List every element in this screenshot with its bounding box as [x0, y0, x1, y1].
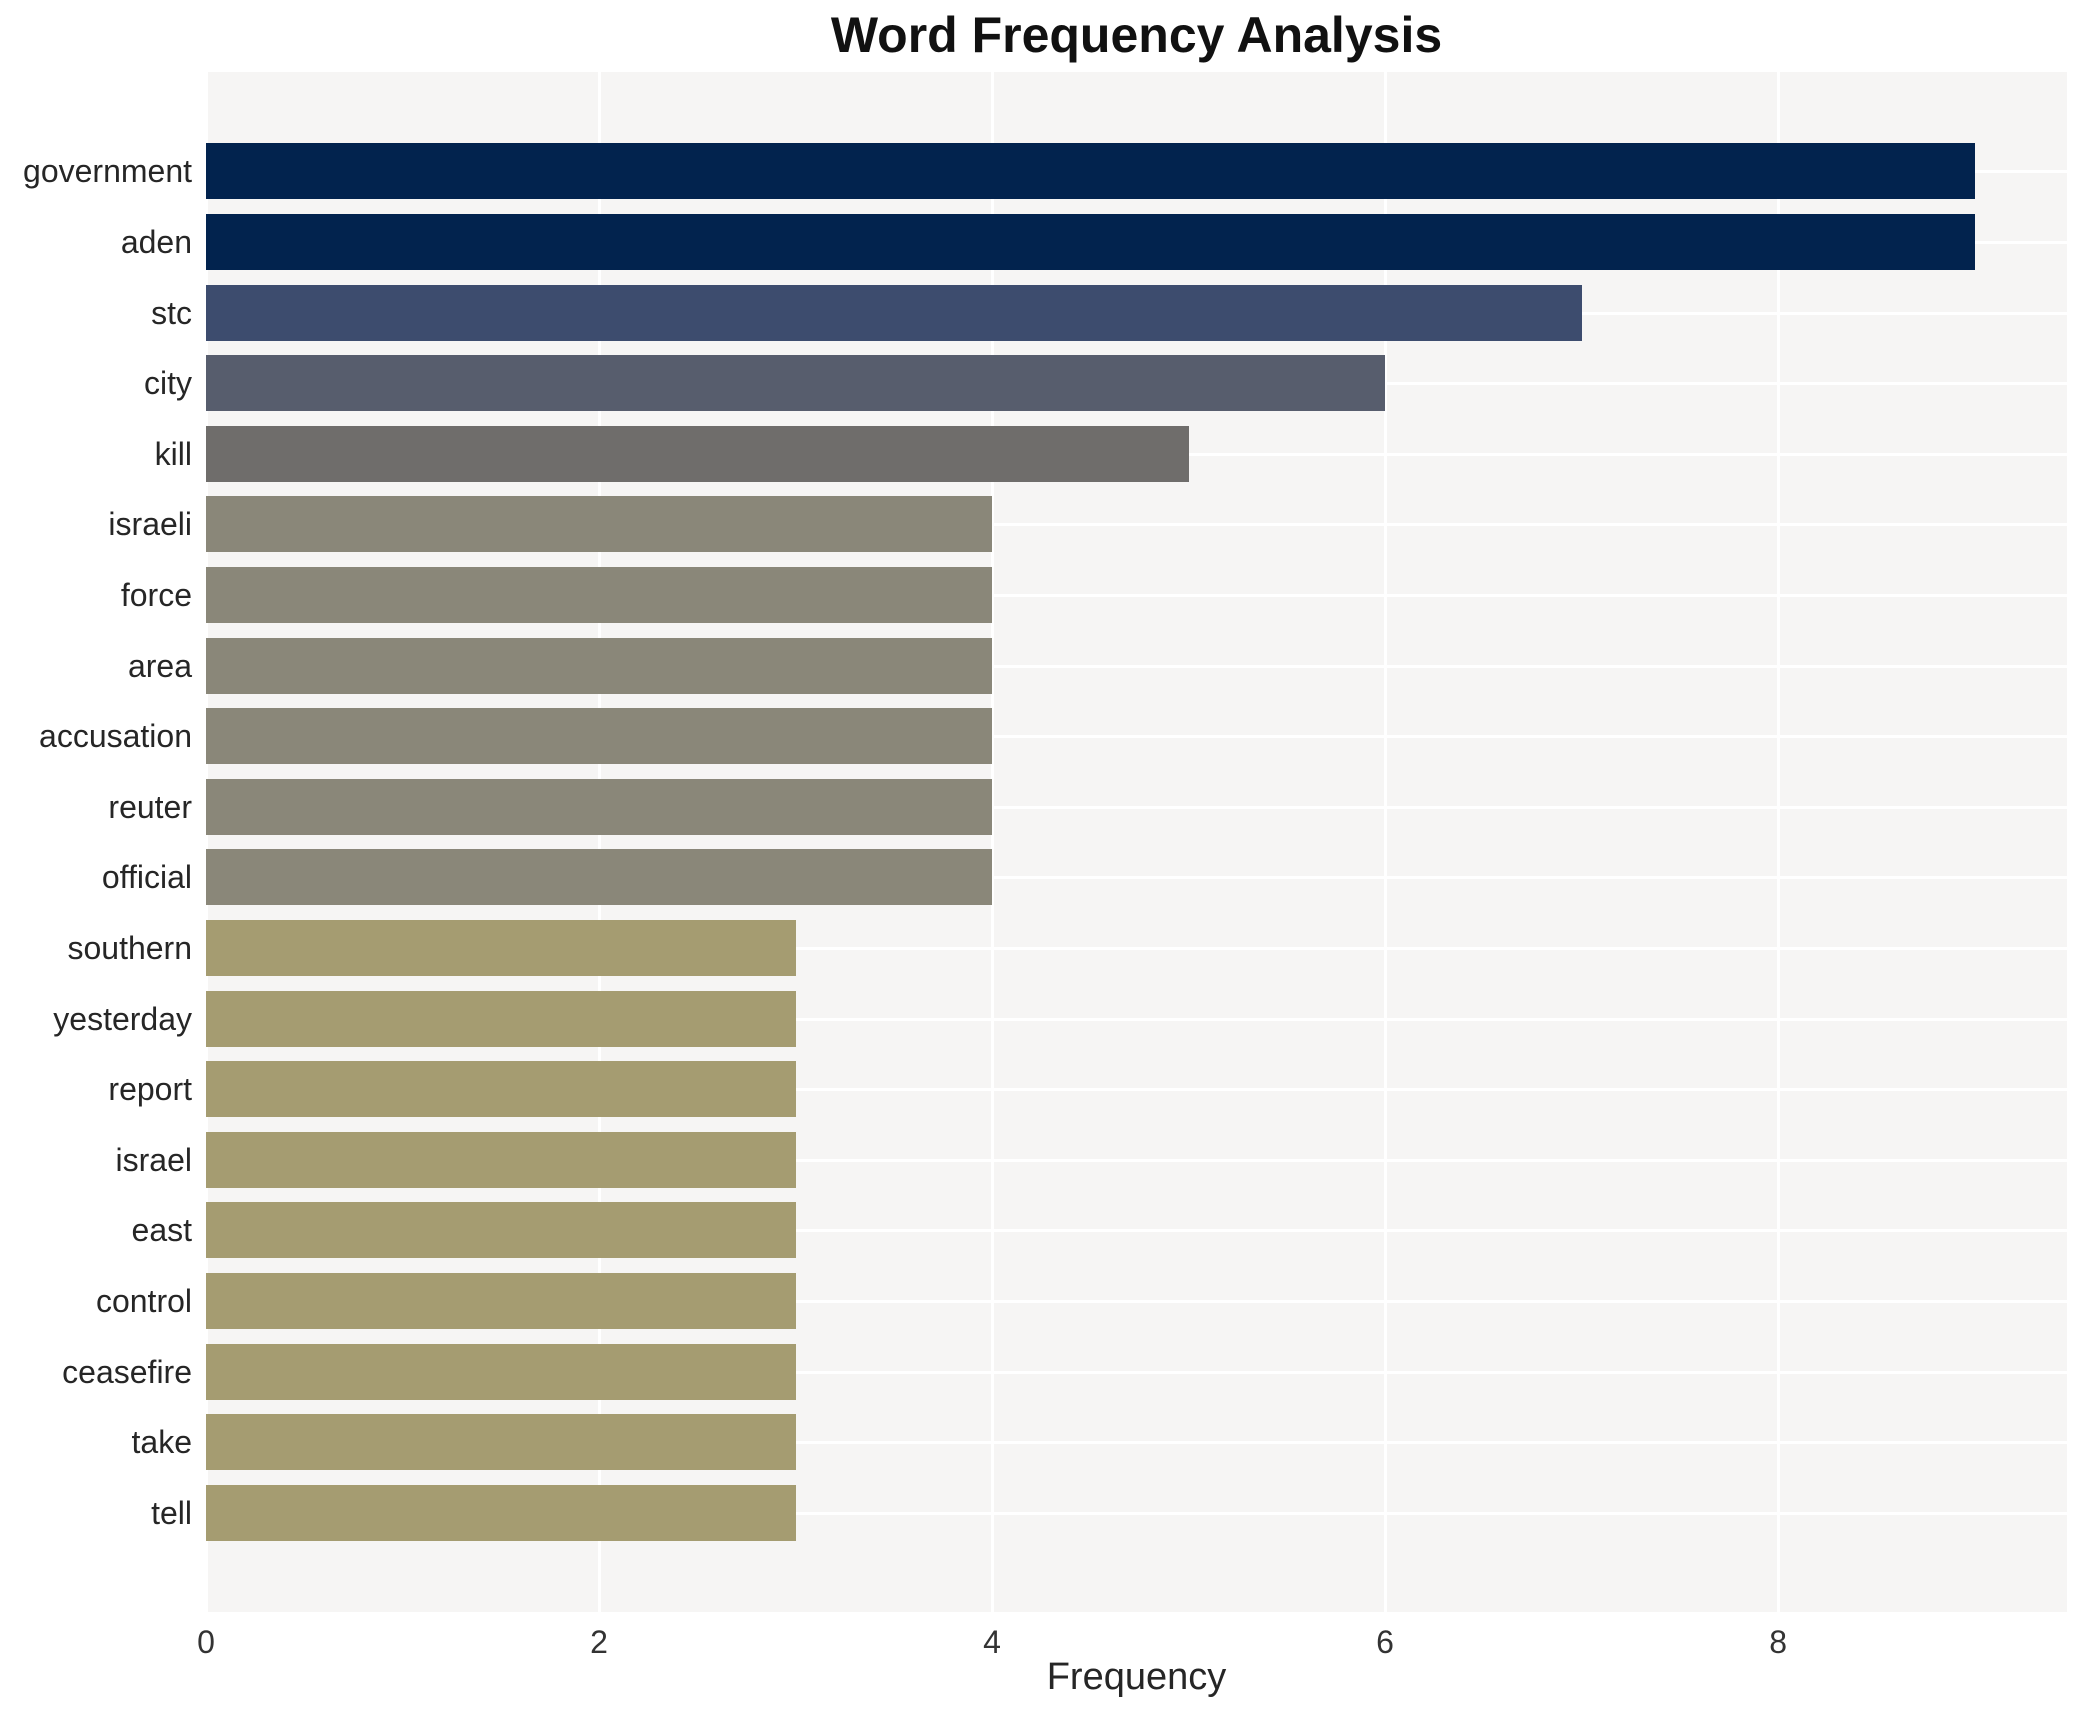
- gridline-horizontal: [206, 523, 2067, 527]
- bar-kill: [206, 425, 1189, 482]
- gridline-horizontal: [206, 1370, 2067, 1374]
- gridline-horizontal: [206, 876, 2067, 880]
- category-label-kill: kill: [154, 435, 192, 472]
- category-label-stc: stc: [151, 294, 192, 331]
- gridline-horizontal: [206, 1511, 2067, 1515]
- x-tick-label-2: 2: [590, 1624, 608, 1660]
- bar-report: [206, 1061, 796, 1118]
- bar-israeli: [206, 496, 993, 553]
- bar-reuter: [206, 778, 993, 835]
- category-label-east: east: [131, 1212, 192, 1249]
- gridline-horizontal: [206, 805, 2067, 809]
- bar-take: [206, 1414, 796, 1471]
- bar-east: [206, 1202, 796, 1259]
- gridline-horizontal: [206, 1229, 2067, 1233]
- bar-official: [206, 849, 993, 906]
- gridline-horizontal: [206, 593, 2067, 597]
- bar-stc: [206, 284, 1582, 341]
- category-label-city: city: [144, 365, 192, 402]
- bar-ceasefire: [206, 1343, 796, 1400]
- gridline-vertical: [205, 72, 208, 1612]
- bar-israel: [206, 1131, 796, 1188]
- gridline-horizontal: [206, 1088, 2067, 1092]
- bar-control: [206, 1272, 796, 1329]
- gridline-vertical: [991, 72, 995, 1612]
- category-label-control: control: [95, 1282, 192, 1319]
- bar-accusation: [206, 708, 993, 765]
- bar-city: [206, 355, 1386, 412]
- category-label-accusation: accusation: [39, 718, 192, 755]
- category-label-reuter: reuter: [108, 788, 192, 825]
- gridline-vertical: [1777, 72, 1781, 1612]
- gridline-horizontal: [206, 664, 2067, 668]
- gridline-vertical: [598, 72, 602, 1612]
- gridline-horizontal: [206, 735, 2067, 739]
- category-label-tell: tell: [151, 1494, 192, 1531]
- bar-aden: [206, 213, 1975, 270]
- category-label-area: area: [127, 647, 192, 684]
- gridline-horizontal: [206, 946, 2067, 950]
- category-label-force: force: [120, 576, 192, 613]
- category-label-official: official: [101, 859, 192, 896]
- gridline-vertical: [1384, 72, 1388, 1612]
- gridline-horizontal: [206, 1017, 2067, 1021]
- x-tick-label-0: 0: [197, 1624, 215, 1660]
- gridline-horizontal: [206, 1299, 2067, 1303]
- category-label-take: take: [131, 1424, 192, 1461]
- chart-title: Word Frequency Analysis: [830, 7, 1443, 63]
- bar-area: [206, 637, 993, 694]
- category-label-israel: israel: [115, 1141, 192, 1178]
- category-label-southern: southern: [67, 929, 192, 966]
- bar-tell: [206, 1484, 796, 1541]
- category-label-ceasefire: ceasefire: [62, 1353, 192, 1390]
- gridline-horizontal: [206, 1441, 2067, 1445]
- category-label-yesterday: yesterday: [53, 1000, 192, 1037]
- plot-area: [205, 72, 2067, 1612]
- bar-yesterday: [206, 990, 796, 1047]
- x-tick-label-6: 6: [1376, 1624, 1394, 1660]
- bar-southern: [206, 919, 796, 976]
- bar-force: [206, 566, 993, 623]
- bar-government: [206, 143, 1975, 200]
- x-axis-label: Frequency: [1046, 1656, 1227, 1698]
- category-label-aden: aden: [120, 223, 192, 260]
- category-label-israeli: israeli: [108, 506, 192, 543]
- gridline-horizontal: [206, 1158, 2067, 1162]
- category-label-report: report: [108, 1071, 192, 1108]
- category-label-government: government: [23, 153, 192, 190]
- x-tick-label-8: 8: [1769, 1624, 1787, 1660]
- x-tick-label-4: 4: [983, 1624, 1001, 1660]
